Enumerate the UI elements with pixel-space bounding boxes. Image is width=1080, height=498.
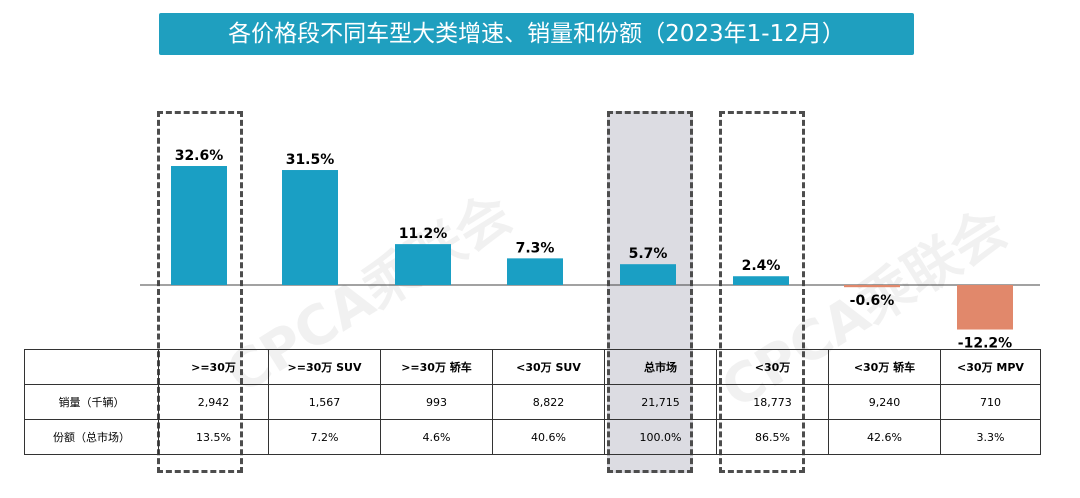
bar-5 bbox=[733, 276, 789, 285]
table-cell: 42.6% bbox=[828, 419, 941, 455]
table-header-cell bbox=[24, 349, 159, 385]
table-cell: 86.5% bbox=[716, 419, 829, 455]
table-header-cell: >=30万 bbox=[158, 349, 269, 385]
bar-label-7: -12.2% bbox=[958, 336, 1012, 352]
table-row-share: 份额（总市场） 13.5% 7.2% 4.6% 40.6% 100.0% 86.… bbox=[24, 419, 1041, 455]
table-header-cell: <30万 SUV bbox=[492, 349, 605, 385]
bar-4 bbox=[620, 264, 676, 285]
table-cell: 13.5% bbox=[158, 419, 269, 455]
table-cell: 1,567 bbox=[268, 384, 381, 420]
table-row-sales: 销量（千辆） 2,942 1,567 993 8,822 21,715 18,7… bbox=[24, 384, 1041, 420]
table-header-row: >=30万 >=30万 SUV >=30万 轿车 <30万 SUV 总市场 <3… bbox=[24, 349, 1041, 385]
row-label: 销量（千辆） bbox=[24, 384, 159, 420]
table-cell: 9,240 bbox=[828, 384, 941, 420]
bar-label-4: 5.7% bbox=[629, 246, 668, 262]
table-header-cell: >=30万 轿车 bbox=[380, 349, 493, 385]
bar-6 bbox=[844, 285, 900, 288]
bar-label-3: 7.3% bbox=[516, 240, 555, 256]
table-header-cell: >=30万 SUV bbox=[268, 349, 381, 385]
table-cell: 8,822 bbox=[492, 384, 605, 420]
bar-label-0: 32.6% bbox=[175, 148, 224, 164]
table-cell: 18,773 bbox=[716, 384, 829, 420]
table-cell: 4.6% bbox=[380, 419, 493, 455]
bar-2 bbox=[395, 244, 451, 285]
bar-0 bbox=[171, 166, 227, 285]
table-header-cell: 总市场 bbox=[604, 349, 717, 385]
bar-3 bbox=[507, 258, 563, 285]
table-header-cell: <30万 轿车 bbox=[828, 349, 941, 385]
table-cell: 993 bbox=[380, 384, 493, 420]
table-cell: 100.0% bbox=[604, 419, 717, 455]
row-label: 份额（总市场） bbox=[24, 419, 159, 455]
highlight-box-under-30w bbox=[719, 111, 805, 473]
bar-7 bbox=[957, 285, 1013, 330]
table-cell: 2,942 bbox=[158, 384, 269, 420]
table-cell: 710 bbox=[940, 384, 1041, 420]
stats-table: >=30万 >=30万 SUV >=30万 轿车 <30万 SUV 总市场 <3… bbox=[24, 349, 1041, 455]
highlight-box-over-30w bbox=[157, 111, 243, 473]
table-header-cell: <30万 MPV bbox=[940, 349, 1041, 385]
table-header-cell: <30万 bbox=[716, 349, 829, 385]
table-cell: 7.2% bbox=[268, 419, 381, 455]
bar-label-6: -0.6% bbox=[850, 293, 895, 309]
bar-label-2: 11.2% bbox=[399, 226, 448, 242]
table-cell: 40.6% bbox=[492, 419, 605, 455]
bar-label-5: 2.4% bbox=[742, 258, 781, 274]
bar-label-1: 31.5% bbox=[286, 152, 335, 168]
table-cell: 3.3% bbox=[940, 419, 1041, 455]
bar-1 bbox=[282, 170, 338, 285]
table-cell: 21,715 bbox=[604, 384, 717, 420]
chart-title: 各价格段不同车型大类增速、销量和份额（2023年1-12月） bbox=[159, 13, 914, 55]
